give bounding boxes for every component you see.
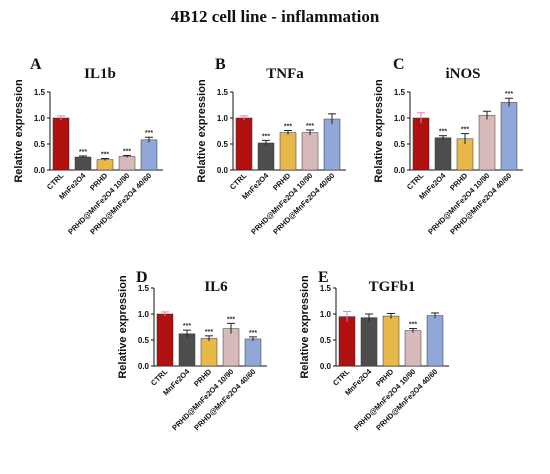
y-axis-label: Relative expression bbox=[196, 79, 208, 183]
significance-label: *** bbox=[145, 130, 153, 137]
significance-label: *** bbox=[284, 123, 292, 130]
bar bbox=[52, 117, 70, 171]
significance-label: *** bbox=[505, 91, 513, 98]
panel-title: TGFb1 bbox=[369, 279, 416, 295]
significance-label: *** bbox=[461, 127, 469, 134]
significance-label: *** bbox=[101, 152, 109, 159]
y-tick-label: 0.0 bbox=[34, 166, 46, 175]
panel-title: iNOS bbox=[445, 66, 480, 82]
bar bbox=[404, 330, 422, 367]
bar bbox=[74, 156, 92, 171]
bar bbox=[434, 137, 452, 171]
bar bbox=[478, 115, 496, 171]
bar bbox=[360, 317, 378, 367]
bar bbox=[118, 156, 136, 171]
bar bbox=[323, 118, 341, 171]
y-tick-label: 1.5 bbox=[394, 88, 406, 97]
bar bbox=[426, 315, 444, 367]
y-axis-label: Relative expression bbox=[117, 275, 129, 379]
panel-title: IL6 bbox=[204, 279, 228, 295]
bar bbox=[156, 313, 174, 367]
significance-label: *** bbox=[123, 148, 131, 155]
bar bbox=[279, 132, 297, 171]
significance-label: *** bbox=[183, 323, 191, 330]
bar bbox=[235, 117, 253, 171]
y-tick-label: 1.0 bbox=[138, 310, 150, 319]
y-tick-label: 0.0 bbox=[217, 166, 229, 175]
panel-letter: C bbox=[393, 56, 405, 73]
y-tick-label: 1.5 bbox=[217, 88, 229, 97]
panel-title: IL1b bbox=[84, 66, 116, 82]
y-axis-label: Relative expression bbox=[373, 79, 385, 183]
y-tick-label: 0.0 bbox=[138, 362, 150, 371]
significance-label: *** bbox=[79, 149, 87, 156]
panel-title: TNFa bbox=[266, 66, 304, 82]
panel-letter: A bbox=[30, 56, 42, 73]
bar bbox=[200, 338, 218, 367]
y-tick-label: 1.0 bbox=[217, 114, 229, 123]
y-tick-label: 1.0 bbox=[34, 114, 46, 123]
bar bbox=[222, 328, 240, 367]
significance-label: *** bbox=[249, 330, 257, 337]
panel-letter: E bbox=[318, 269, 329, 286]
bar bbox=[500, 102, 518, 171]
y-tick-label: 0.0 bbox=[394, 166, 406, 175]
y-tick-label: 1.5 bbox=[34, 88, 46, 97]
y-tick-label: 0.0 bbox=[320, 362, 332, 371]
y-tick-label: 0.5 bbox=[34, 140, 46, 149]
y-tick-label: 1.0 bbox=[394, 114, 406, 123]
significance-label: *** bbox=[227, 316, 235, 323]
y-axis-label: Relative expression bbox=[13, 79, 25, 183]
y-tick-label: 0.5 bbox=[320, 336, 332, 345]
significance-label: *** bbox=[262, 133, 270, 140]
y-tick-label: 1.5 bbox=[320, 284, 332, 293]
bar bbox=[338, 316, 356, 367]
bar bbox=[178, 333, 196, 367]
bar bbox=[96, 159, 114, 171]
bar bbox=[382, 315, 400, 367]
y-tick-label: 1.5 bbox=[138, 284, 150, 293]
bar bbox=[301, 132, 319, 171]
y-tick-label: 0.5 bbox=[394, 140, 406, 149]
y-axis-label: Relative expression bbox=[299, 275, 311, 379]
panel-letter: D bbox=[136, 269, 148, 286]
y-tick-label: 1.0 bbox=[320, 310, 332, 319]
significance-label: *** bbox=[306, 123, 314, 130]
significance-label: *** bbox=[439, 129, 447, 136]
bar bbox=[412, 117, 430, 171]
significance-label: *** bbox=[409, 322, 417, 329]
figure-title: 4B12 cell line - inflammation bbox=[171, 7, 380, 26]
panel-letter: B bbox=[215, 56, 226, 73]
significance-label: *** bbox=[205, 329, 213, 336]
bar bbox=[257, 142, 275, 171]
bar bbox=[140, 139, 158, 171]
bar bbox=[244, 338, 262, 367]
y-tick-label: 0.5 bbox=[138, 336, 150, 345]
y-tick-label: 0.5 bbox=[217, 140, 229, 149]
